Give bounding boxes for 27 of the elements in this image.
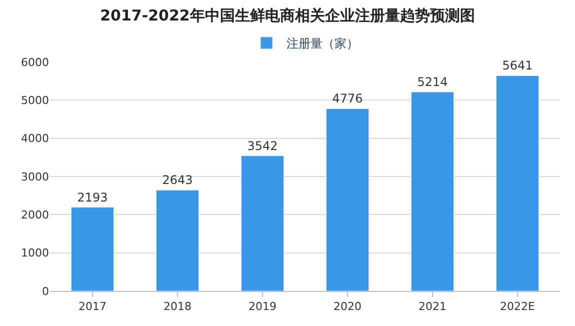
- bar: [71, 207, 114, 291]
- x-tick-label: 2022E: [500, 300, 536, 314]
- y-tick-label: 3000: [21, 170, 49, 184]
- x-tick-label: 2020: [334, 300, 362, 314]
- bar: [326, 108, 369, 291]
- x-tick-label: 2018: [164, 300, 192, 314]
- data-label: 3542: [247, 138, 278, 153]
- data-label: 2193: [77, 190, 108, 204]
- data-label: 4776: [332, 92, 363, 106]
- y-tick-label: 2000: [21, 208, 49, 222]
- data-label: 5641: [502, 58, 533, 73]
- chart-title: 2017-2022年中国生鲜电商相关企业注册量趋势预测图: [100, 6, 475, 24]
- y-tick-label: 1000: [21, 246, 49, 260]
- bar: [496, 75, 539, 291]
- data-label: 2643: [162, 173, 193, 188]
- x-tick-label: 2021: [418, 300, 446, 314]
- bar: [156, 190, 199, 291]
- data-label: 5214: [417, 75, 448, 89]
- bar: [411, 92, 454, 291]
- y-tick-label: 0: [42, 284, 49, 298]
- y-tick-label: 6000: [21, 56, 49, 69]
- y-tick-label: 5000: [21, 94, 49, 108]
- x-tick-label: 2017: [78, 300, 106, 314]
- legend-label: 注册量（家）: [286, 36, 358, 51]
- y-tick-label: 4000: [21, 132, 49, 146]
- x-tick-label: 2019: [248, 300, 276, 314]
- bar: [241, 156, 284, 291]
